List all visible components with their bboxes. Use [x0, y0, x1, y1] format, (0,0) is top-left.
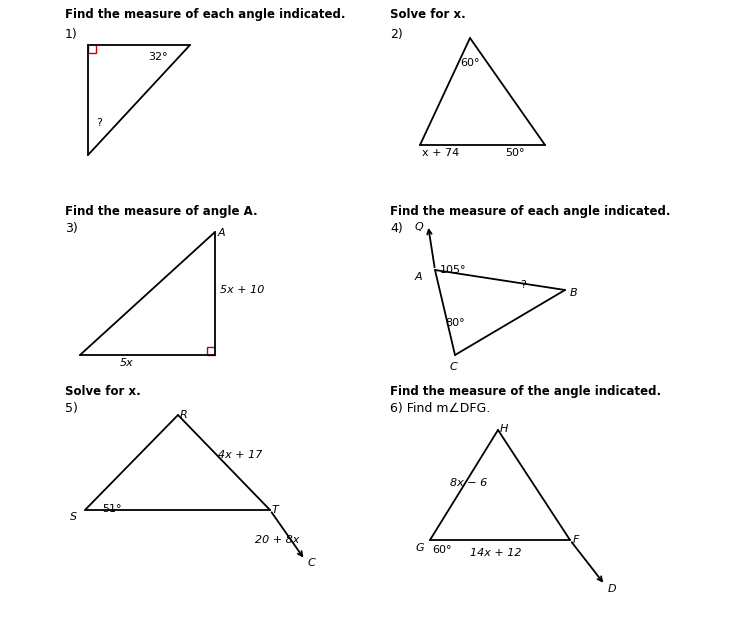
Text: ?: ? [96, 118, 102, 128]
Text: H: H [500, 424, 508, 434]
Text: B: B [570, 288, 578, 298]
Text: 2): 2) [390, 28, 403, 41]
Text: Find the measure of angle A.: Find the measure of angle A. [65, 205, 258, 218]
Text: 5): 5) [65, 402, 78, 415]
Text: Q: Q [415, 222, 424, 232]
Text: 32°: 32° [148, 52, 168, 62]
Text: 50°: 50° [505, 148, 524, 158]
Text: 5x + 10: 5x + 10 [220, 285, 264, 295]
Text: T: T [272, 505, 279, 515]
Text: C: C [308, 558, 316, 568]
Text: 60°: 60° [460, 58, 479, 68]
Text: 3): 3) [65, 222, 78, 235]
Text: 51°: 51° [102, 504, 122, 514]
Text: A: A [218, 228, 226, 238]
Text: 1): 1) [65, 28, 78, 41]
Text: Find the measure of each angle indicated.: Find the measure of each angle indicated… [390, 205, 670, 218]
Text: 6) Find m∠DFG.: 6) Find m∠DFG. [390, 402, 490, 415]
Text: 60°: 60° [432, 545, 451, 555]
Text: G: G [415, 543, 424, 553]
Text: Find the measure of the angle indicated.: Find the measure of the angle indicated. [390, 385, 662, 398]
Text: 4): 4) [390, 222, 403, 235]
Text: A: A [415, 272, 423, 282]
Text: R: R [180, 410, 188, 420]
Text: x + 74: x + 74 [422, 148, 459, 158]
Text: 8x − 6: 8x − 6 [450, 478, 488, 488]
Text: 105°: 105° [440, 265, 466, 275]
Text: 80°: 80° [445, 318, 464, 328]
Text: 14x + 12: 14x + 12 [470, 548, 521, 558]
Text: Find the measure of each angle indicated.: Find the measure of each angle indicated… [65, 8, 346, 21]
Text: F: F [573, 535, 579, 545]
Text: ?: ? [520, 280, 526, 290]
Text: Solve for x.: Solve for x. [390, 8, 466, 21]
Text: S: S [70, 512, 77, 522]
Text: D: D [608, 584, 616, 594]
Text: 4x + 17: 4x + 17 [218, 450, 262, 460]
Text: Solve for x.: Solve for x. [65, 385, 141, 398]
Text: 5x: 5x [120, 358, 134, 368]
Text: 20 + 8x: 20 + 8x [255, 535, 299, 545]
Text: C: C [450, 362, 458, 372]
